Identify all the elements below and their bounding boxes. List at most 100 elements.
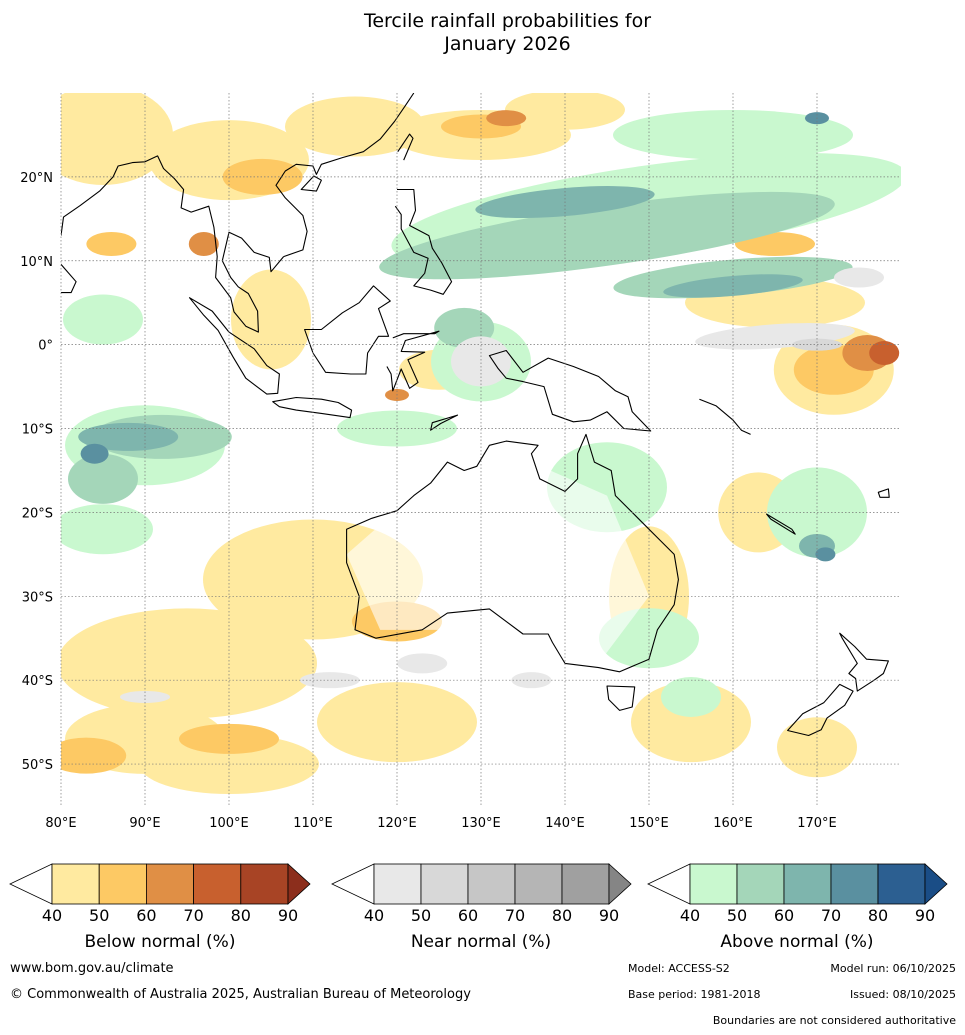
- timor-coast: [430, 414, 459, 431]
- lon-tick-label: 90°E: [129, 816, 160, 831]
- footer-url[interactable]: www.bom.gov.au/climate: [10, 961, 174, 976]
- below-normal-area: [86, 231, 137, 256]
- below-normal-area: [869, 341, 900, 366]
- lon-tick-label: 160°E: [713, 816, 753, 831]
- coastlines: [61, 93, 890, 737]
- borneo-coast: [304, 285, 391, 375]
- near-normal-area: [120, 690, 170, 703]
- below-normal-area: [222, 158, 303, 195]
- gridlines: [60, 93, 901, 806]
- colorbar-tick-label: 50: [727, 906, 747, 925]
- colorbar-tick-label: 70: [821, 906, 841, 925]
- fiji-coast: [877, 488, 890, 498]
- below-normal-area: [179, 723, 279, 754]
- below-normal-area: [61, 737, 127, 774]
- colorbar-swatch: [783, 863, 832, 905]
- near-normal-area: [451, 336, 511, 387]
- philippines-coast: [394, 188, 453, 295]
- colorbar-tick-label: 50: [411, 906, 431, 925]
- sulawesi-coast: [386, 330, 440, 392]
- china-coast: [275, 93, 415, 258]
- colorbar-under-triangle: [9, 863, 53, 905]
- lon-tick-label: 100°E: [209, 816, 249, 831]
- colorbar-below: 40 50 60 70 80 90: [9, 863, 311, 925]
- above-normal-area: [661, 676, 721, 717]
- mainland-se-asia-coast: [61, 155, 285, 333]
- footer-copyright: © Commonwealth of Australia 2025, Austra…: [10, 987, 471, 1002]
- lon-tick-label: 170°E: [797, 816, 837, 831]
- solomon-islands-coast: [699, 398, 751, 435]
- below-normal-area: [188, 231, 219, 256]
- colorbar-swatch: [193, 863, 242, 905]
- footer-base-period: Base period: 1981-2018: [628, 988, 761, 1001]
- footer-boundaries: Boundaries are not considered authoritat…: [712, 1014, 956, 1027]
- above-normal-area: [78, 422, 179, 451]
- lon-tick-label: 80°E: [45, 816, 76, 831]
- colorbar-swatch: [689, 863, 738, 905]
- lat-tick-label: 20°S: [22, 506, 53, 521]
- probability-field: [61, 93, 901, 806]
- near-normal-area: [299, 672, 360, 689]
- colorbar-swatch: [373, 863, 422, 905]
- colorbar-above: 40 50 60 70 80 90: [647, 863, 948, 925]
- colorbar-near: 40 50 60 70 80 90: [331, 863, 632, 925]
- lat-tick-label: 50°S: [22, 758, 53, 773]
- colorbar-swatch: [240, 863, 289, 905]
- colorbar-tick-label: 70: [505, 906, 525, 925]
- above-normal-area: [613, 109, 853, 160]
- below-normal-area: [505, 93, 625, 130]
- above-normal-area: [61, 504, 153, 555]
- lon-tick-label: 130°E: [461, 816, 501, 831]
- colorbar-under-triangle: [647, 863, 691, 905]
- colorbar-swatch: [514, 863, 563, 905]
- colorbar-tick-label: 60: [774, 906, 794, 925]
- colorbar-swatch: [51, 863, 100, 905]
- footer-issued: Issued: 08/10/2025: [849, 988, 956, 1001]
- tasmania-coast: [606, 685, 636, 711]
- near-normal-area: [834, 267, 884, 288]
- colorbar-swatch: [561, 863, 610, 905]
- above-normal-area: [815, 547, 836, 562]
- colorbar-tick-label: 40: [364, 906, 384, 925]
- hainan-coast: [300, 175, 322, 192]
- above-normal-area: [68, 453, 138, 504]
- colorbar-tick-label: 90: [599, 906, 619, 925]
- colorbar-label-near: Near normal (%): [410, 932, 552, 952]
- lon-tick-label: 140°E: [545, 816, 585, 831]
- below-normal-area: [61, 608, 317, 719]
- lat-tick-label: 20°N: [20, 171, 53, 186]
- footer-model: Model: ACCESS-S2: [628, 962, 730, 975]
- colorbar-swatch: [467, 863, 516, 905]
- below-normal-area: [285, 96, 425, 157]
- colorbar-under-triangle: [331, 863, 375, 905]
- lat-tick-label: 40°S: [22, 674, 53, 689]
- colorbar-label-below: Below normal (%): [84, 932, 236, 952]
- above-normal-area: [63, 294, 143, 345]
- colorbar-tick-label: 70: [183, 906, 203, 925]
- below-normal-area: [231, 269, 311, 370]
- lat-tick-label: 30°S: [22, 590, 53, 605]
- nz-south-island: [787, 683, 854, 737]
- below-normal-area: [317, 682, 477, 763]
- colorbar-tick-label: 40: [42, 906, 62, 925]
- colorbar-tick-label: 90: [915, 906, 935, 925]
- colorbar-tick-label: 50: [89, 906, 109, 925]
- near-normal-area: [397, 653, 448, 674]
- sri-lanka-coast: [61, 263, 77, 294]
- colorbar-tick-label: 80: [231, 906, 251, 925]
- footer-model-run: Model run: 06/10/2025: [830, 962, 956, 975]
- colorbar-tick-label: 90: [278, 906, 298, 925]
- colorbar-over-triangle: [608, 863, 632, 905]
- map-title: Tercile rainfall probabilities for Janua…: [0, 10, 965, 56]
- colorbar-tick-label: 80: [552, 906, 572, 925]
- colorbar-label-above: Above normal (%): [720, 932, 874, 952]
- colorbar-tick-label: 80: [868, 906, 888, 925]
- below-normal-area: [631, 682, 751, 763]
- java-coast: [272, 396, 353, 419]
- colorbar-tick-label: 40: [680, 906, 700, 925]
- lat-tick-label: 10°S: [22, 423, 53, 438]
- colorbar-swatch: [877, 863, 926, 905]
- lat-tick-label: 0°: [38, 339, 53, 354]
- below-normal-area: [777, 717, 857, 778]
- colorbar-swatch: [830, 863, 879, 905]
